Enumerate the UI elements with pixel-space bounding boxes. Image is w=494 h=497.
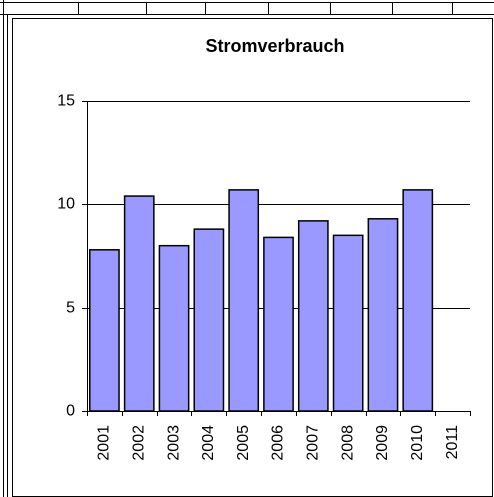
- x-tick-label: 2006: [270, 425, 287, 461]
- bar: [89, 249, 120, 412]
- y-tick-label: 0: [66, 403, 75, 420]
- x-tick-label: 2002: [130, 425, 147, 461]
- x-tick-label: 2009: [374, 425, 391, 461]
- y-tick-label: 10: [57, 196, 75, 213]
- x-tick-label: 2010: [409, 425, 426, 461]
- x-tick-label: 2001: [96, 425, 113, 461]
- bar: [193, 228, 225, 412]
- x-tick-label: 2005: [235, 425, 252, 461]
- bar: [332, 234, 364, 412]
- chart-title: Stromverbrauch: [205, 36, 344, 56]
- x-tick-label: 2008: [339, 425, 356, 461]
- x-tick-label: 2011: [444, 425, 461, 460]
- x-tick-label: 2007: [305, 425, 322, 461]
- bar: [402, 189, 434, 412]
- x-tick-label: 2003: [165, 425, 182, 461]
- y-tick-label: 15: [57, 93, 75, 110]
- bar: [228, 189, 260, 412]
- bar: [123, 195, 155, 412]
- bar: [367, 218, 399, 412]
- bar: [158, 244, 190, 412]
- bar: [263, 236, 294, 412]
- x-tick-label: 2004: [200, 425, 217, 461]
- bar: [297, 220, 329, 412]
- y-tick-label: 5: [66, 300, 75, 317]
